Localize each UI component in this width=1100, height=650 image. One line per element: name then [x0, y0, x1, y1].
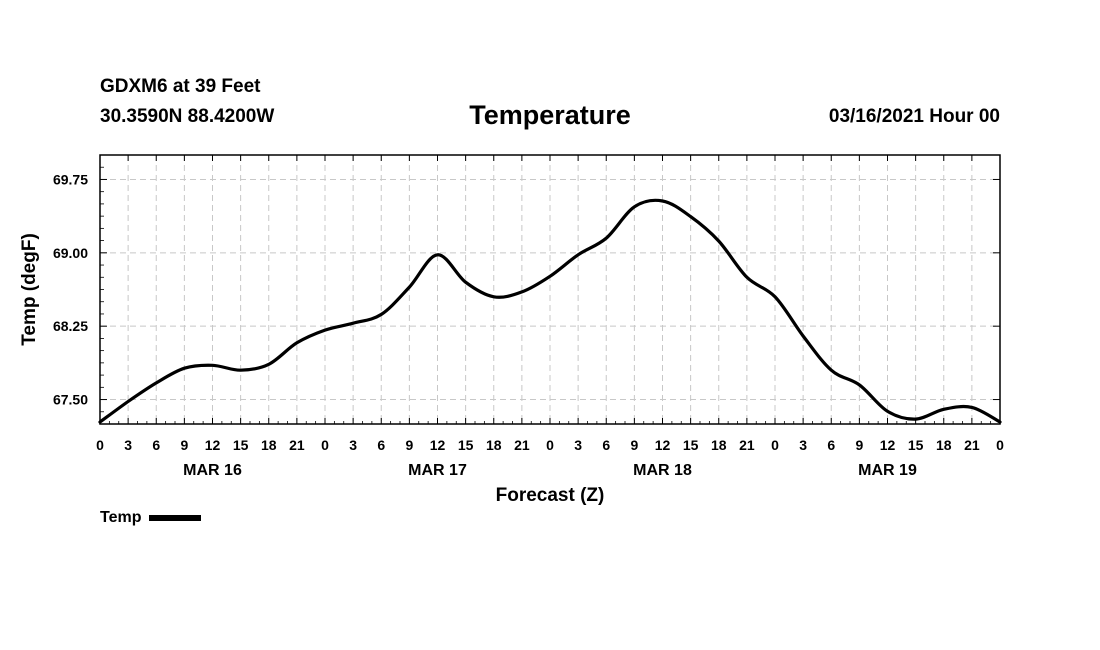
x-tick-label: 0 [321, 437, 329, 453]
x-tick-label: 21 [964, 437, 980, 453]
y-tick-label: 67.50 [53, 392, 88, 408]
series-layer [98, 198, 1002, 424]
legend-swatch [149, 515, 202, 521]
day-label: MAR 18 [633, 462, 692, 479]
x-tick-label: 15 [458, 437, 474, 453]
x-tick-label: 9 [630, 437, 638, 453]
y-axis-title: Temp (degF) [19, 233, 40, 346]
x-tick-label: 0 [546, 437, 554, 453]
y-tick-label: 69.00 [53, 245, 88, 261]
x-tick-label: 3 [574, 437, 582, 453]
plot-frame [99, 154, 1001, 425]
x-axis-title: Forecast (Z) [496, 485, 605, 506]
x-tick-label: 15 [233, 437, 249, 453]
x-tick-label: 18 [261, 437, 277, 453]
x-tick-label: 6 [377, 437, 385, 453]
legend-label: Temp [100, 509, 142, 526]
x-tick-label: 6 [152, 437, 160, 453]
grid-layer [100, 155, 1000, 424]
x-tick-label: 9 [855, 437, 863, 453]
x-tick-label: 6 [602, 437, 610, 453]
legend: Temp [100, 509, 202, 527]
x-tick-label: 12 [430, 437, 446, 453]
x-tick-label: 3 [124, 437, 132, 453]
x-tick-label: 6 [827, 437, 835, 453]
station-label: GDXM6 at 39 Feet [100, 76, 261, 97]
label-layer: 0 3 6 9 12 15 18 21 0 3 6 9 12 15 18 21 0 3 6 9 12 15 18 21 0 3 6 9… [19, 171, 1004, 506]
x-tick-label: 12 [880, 437, 896, 453]
x-tick-label: 21 [514, 437, 530, 453]
x-tick-label: 18 [486, 437, 502, 453]
x-tick-label: 0 [771, 437, 779, 453]
x-tick-label: 15 [908, 437, 924, 453]
x-tick-label: 12 [655, 437, 671, 453]
x-tick-label: 0 [96, 437, 104, 453]
x-tick-label: 18 [711, 437, 727, 453]
y-tick-label: 69.75 [53, 171, 88, 187]
x-tick-label: 15 [683, 437, 699, 453]
x-tick-label: 9 [180, 437, 188, 453]
x-tick-label: 18 [936, 437, 952, 453]
day-label: MAR 16 [183, 462, 242, 479]
x-tick-label: 21 [289, 437, 305, 453]
x-tick-label: 0 [996, 437, 1004, 453]
temp-series-line [98, 198, 1002, 424]
forecast-datetime: 03/16/2021 Hour 00 [828, 106, 1000, 127]
coordinates-label: 30.3590N 88.4200W [100, 106, 275, 127]
x-tick-label: 3 [799, 437, 807, 453]
y-tick-label: 68.25 [53, 318, 88, 334]
x-tick-label: 9 [405, 437, 413, 453]
day-label: MAR 19 [858, 462, 917, 479]
x-tick-label: 21 [739, 437, 755, 453]
day-label: MAR 17 [408, 462, 467, 479]
x-tick-label: 3 [349, 437, 357, 453]
x-tick-label: 12 [205, 437, 221, 453]
chart-title: Temperature [469, 100, 631, 130]
